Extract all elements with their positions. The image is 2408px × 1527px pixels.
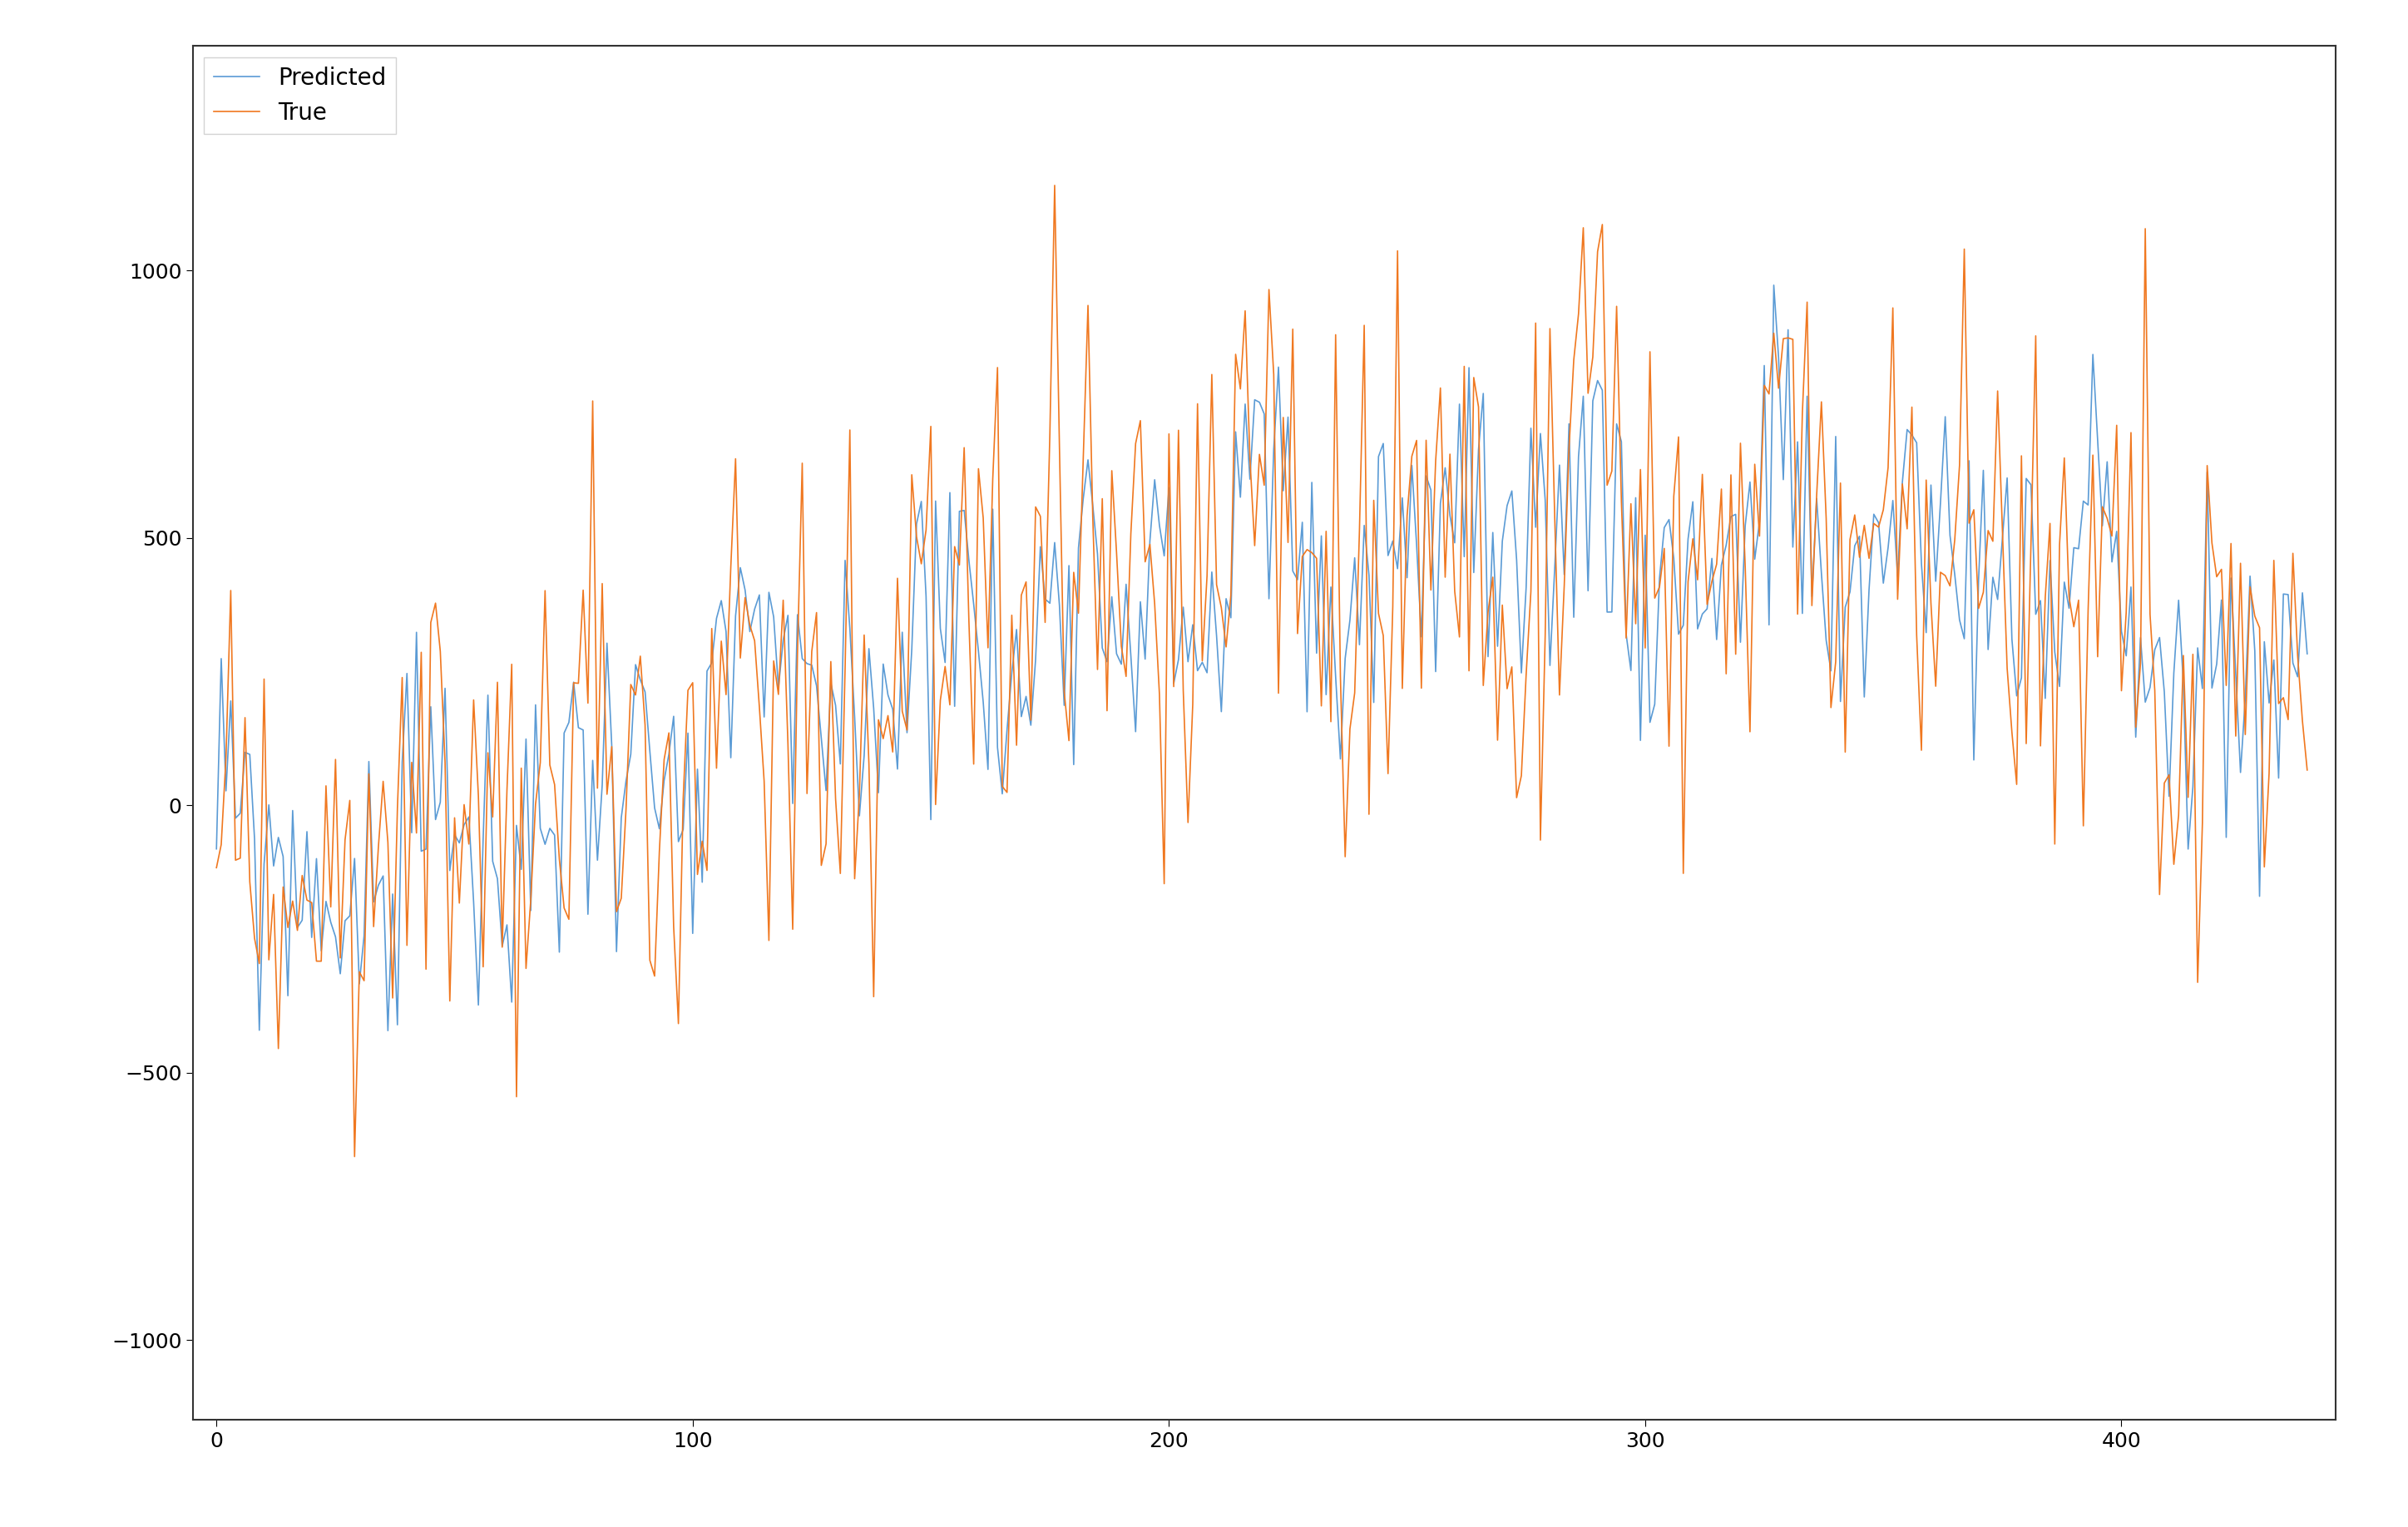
Predicted bbox=[1760, 276, 1789, 295]
True bbox=[2155, 765, 2184, 783]
Predicted bbox=[2292, 644, 2321, 663]
True bbox=[1040, 176, 1069, 194]
Predicted bbox=[2044, 678, 2073, 696]
Line: Predicted: Predicted bbox=[217, 286, 2307, 1031]
Line: True: True bbox=[217, 185, 2307, 1156]
Predicted bbox=[944, 502, 973, 521]
Predicted bbox=[412, 840, 441, 858]
True bbox=[2044, 536, 2073, 554]
True bbox=[2292, 760, 2321, 779]
Predicted bbox=[373, 1022, 402, 1040]
Legend: Predicted, True: Predicted, True bbox=[205, 58, 395, 134]
Predicted bbox=[929, 654, 958, 672]
Predicted bbox=[202, 840, 231, 858]
True bbox=[202, 858, 231, 876]
True bbox=[510, 959, 539, 977]
True bbox=[944, 556, 973, 574]
Predicted bbox=[2155, 786, 2184, 805]
True bbox=[412, 960, 441, 979]
True bbox=[340, 1147, 368, 1165]
Predicted bbox=[510, 730, 539, 748]
True bbox=[929, 657, 958, 675]
